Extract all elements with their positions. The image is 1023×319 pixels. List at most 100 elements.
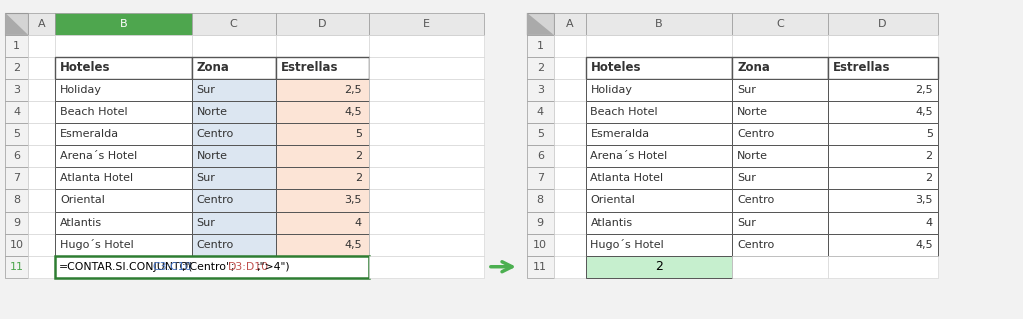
- Text: D: D: [879, 19, 887, 29]
- Text: 2: 2: [355, 151, 362, 161]
- Bar: [828, 123, 938, 145]
- Bar: [732, 234, 828, 256]
- Text: Esmeralda: Esmeralda: [590, 129, 650, 139]
- Bar: [527, 256, 553, 278]
- Text: 10: 10: [9, 240, 24, 250]
- Text: Atlanta Hotel: Atlanta Hotel: [60, 174, 133, 183]
- Bar: [585, 167, 732, 189]
- Bar: [732, 101, 828, 123]
- Bar: [275, 234, 369, 256]
- Bar: [55, 256, 369, 278]
- Text: C3:C10: C3:C10: [152, 262, 192, 272]
- Bar: [275, 145, 369, 167]
- Bar: [28, 189, 55, 211]
- Bar: [55, 79, 192, 101]
- Bar: [369, 211, 484, 234]
- Bar: [585, 123, 732, 145]
- Text: Hoteles: Hoteles: [60, 62, 110, 74]
- Text: 2,5: 2,5: [916, 85, 933, 95]
- Text: 2: 2: [655, 260, 663, 273]
- Text: 3: 3: [13, 85, 20, 95]
- Bar: [275, 167, 369, 189]
- Text: 7: 7: [537, 174, 544, 183]
- Text: 6: 6: [537, 151, 544, 161]
- Text: Beach Hotel: Beach Hotel: [590, 107, 658, 117]
- Text: ;">4"): ;">4"): [256, 262, 290, 272]
- Bar: [585, 13, 732, 35]
- Text: Centro: Centro: [738, 196, 774, 205]
- Bar: [527, 123, 553, 145]
- Text: Hugo´s Hotel: Hugo´s Hotel: [590, 239, 664, 250]
- Text: Sur: Sur: [196, 174, 216, 183]
- Text: Atlantis: Atlantis: [60, 218, 102, 227]
- Bar: [828, 79, 938, 101]
- Bar: [732, 79, 828, 101]
- Text: 9: 9: [537, 218, 544, 227]
- Text: Sur: Sur: [196, 218, 216, 227]
- Bar: [192, 35, 275, 57]
- Text: =CONTAR.SI.CONJUNTO(: =CONTAR.SI.CONJUNTO(: [59, 262, 193, 272]
- Text: 11: 11: [9, 262, 24, 272]
- Bar: [585, 79, 732, 101]
- Text: 4,5: 4,5: [916, 107, 933, 117]
- Bar: [527, 57, 553, 79]
- Bar: [732, 189, 828, 211]
- Bar: [828, 189, 938, 211]
- Text: 2: 2: [13, 63, 20, 73]
- Text: Norte: Norte: [196, 151, 228, 161]
- Bar: [527, 13, 553, 35]
- Bar: [55, 35, 192, 57]
- Bar: [828, 256, 938, 278]
- Bar: [732, 123, 828, 145]
- Text: Holiday: Holiday: [590, 85, 632, 95]
- Bar: [5, 13, 28, 35]
- Text: Atlantis: Atlantis: [590, 218, 632, 227]
- Bar: [828, 211, 938, 234]
- Bar: [732, 35, 828, 57]
- Bar: [28, 123, 55, 145]
- Text: A: A: [38, 19, 46, 29]
- Bar: [553, 145, 585, 167]
- Bar: [527, 234, 553, 256]
- Text: 8: 8: [13, 196, 20, 205]
- Bar: [275, 35, 369, 57]
- Bar: [28, 101, 55, 123]
- Bar: [55, 145, 192, 167]
- Bar: [527, 167, 553, 189]
- Bar: [192, 57, 275, 79]
- Bar: [275, 189, 369, 211]
- Bar: [192, 13, 275, 35]
- Text: Beach Hotel: Beach Hotel: [60, 107, 128, 117]
- Bar: [55, 101, 192, 123]
- Text: B: B: [120, 19, 128, 29]
- Bar: [55, 211, 192, 234]
- Text: 4,5: 4,5: [344, 240, 362, 250]
- Text: Sur: Sur: [738, 218, 756, 227]
- Text: 5: 5: [355, 129, 362, 139]
- Bar: [5, 167, 28, 189]
- Bar: [275, 57, 369, 79]
- Bar: [275, 79, 369, 101]
- Bar: [369, 57, 484, 79]
- Text: 11: 11: [533, 262, 547, 272]
- Text: 10: 10: [533, 240, 547, 250]
- Text: 6: 6: [13, 151, 20, 161]
- Bar: [732, 57, 828, 79]
- Bar: [553, 211, 585, 234]
- Bar: [732, 13, 828, 35]
- Text: C: C: [230, 19, 237, 29]
- Bar: [28, 13, 55, 35]
- Bar: [28, 256, 55, 278]
- Text: Norte: Norte: [738, 151, 768, 161]
- Bar: [192, 189, 275, 211]
- Text: 3: 3: [537, 85, 544, 95]
- Bar: [527, 79, 553, 101]
- Bar: [369, 256, 484, 278]
- Bar: [828, 57, 938, 79]
- Text: 2,5: 2,5: [344, 85, 362, 95]
- Bar: [55, 123, 192, 145]
- Bar: [369, 189, 484, 211]
- Text: 9: 9: [13, 218, 20, 227]
- Bar: [553, 101, 585, 123]
- Text: Esmeralda: Esmeralda: [60, 129, 120, 139]
